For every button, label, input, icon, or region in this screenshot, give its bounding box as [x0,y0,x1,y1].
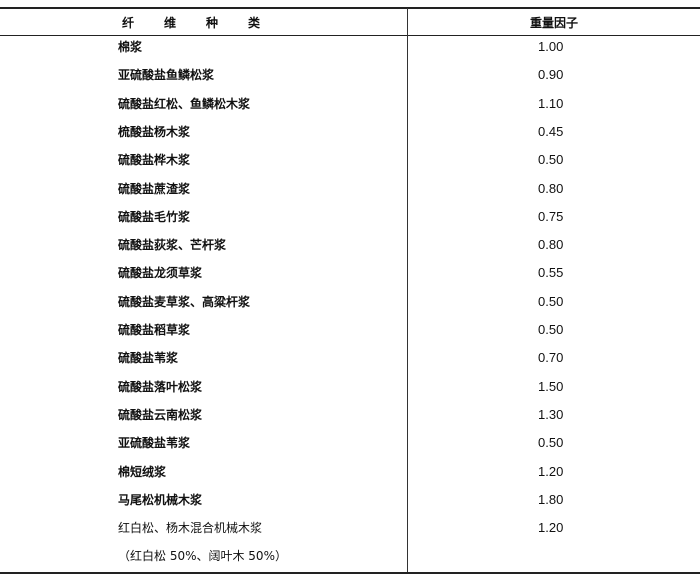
fiber-type-cell: 棉短绒浆 [118,464,167,479]
weight-factor-cell: 0.45 [538,123,564,139]
fiber-type-cell: 棉浆 [118,40,143,54]
fiber-type-cell: 马尾松机械木浆 [118,492,203,507]
table-row: 硫酸盐云南松浆 1.30 [0,401,700,429]
table-row: 硫酸盐龙须草浆 0.55 [0,259,700,287]
weight-factor-cell: 1.30 [538,406,564,422]
fiber-type-cell: 硫酸盐红松、鱼鳞松木浆 [118,96,251,111]
fiber-type-cell: 硫酸盐苇浆 [118,351,179,366]
header-fiber-type: 纤 维 种 类 [122,16,263,30]
weight-factor-cell: 0.80 [538,237,564,253]
fiber-type-cell: 亚硫酸盐苇浆 [118,436,191,451]
weight-factor-cell: 0.50 [538,152,564,168]
table-row: 硫酸盐落叶松浆 1.50 [0,373,700,401]
fiber-type-cell: 硫酸盐稻草浆 [118,323,191,337]
weight-factor-cell: 1.00 [538,39,564,54]
table-row: 硫酸盐麦草浆、高粱杆浆 0.50 [0,288,700,316]
table-row: 硫酸盐毛竹浆 0.75 [0,203,700,231]
table-row: 棉浆 1.00 [0,33,700,61]
weight-factor-cell: 1.20 [538,463,564,479]
weight-factor-cell: 0.50 [538,293,564,309]
table-row: 硫酸盐桦木浆 0.50 [0,146,700,174]
fiber-type-cell: 硫酸盐蔗渣浆 [118,181,191,196]
table-row: 红白松、杨木混合机械木浆 1.20 [0,514,700,542]
weight-factor-cell: 0.50 [538,435,564,451]
table-row: 硫酸盐荻浆、芒杆浆 0.80 [0,231,700,259]
table-row: 硫酸盐红松、鱼鳞松木浆 1.10 [0,90,700,118]
weight-factor-cell: 0.75 [538,208,564,224]
table-row: 硫酸盐苇浆 0.70 [0,344,700,372]
fiber-type-cell: 亚硫酸盐鱼鳞松浆 [118,68,215,83]
table-row: 亚硫酸盐苇浆 0.50 [0,429,700,457]
fiber-type-cell: 硫酸盐落叶松浆 [118,379,203,394]
fiber-type-cell: 硫酸盐毛竹浆 [118,209,191,224]
top-rule [0,7,700,9]
weight-factor-cell: 1.50 [538,378,564,394]
fiber-type-cell: 梳酸盐杨木浆 [118,124,191,139]
table-row: 硫酸盐稻草浆 0.50 [0,316,700,344]
fiber-type-cell: （红白松 50%、阔叶木 50%） [118,549,287,564]
table-row: 梳酸盐杨木浆 0.45 [0,118,700,146]
weight-factor-cell: 1.10 [538,95,564,111]
table-row: （红白松 50%、阔叶木 50%） [0,542,700,570]
table-row: 亚硫酸盐鱼鳞松浆 0.90 [0,61,700,89]
fiber-type-cell: 红白松、杨木混合机械木浆 [118,521,263,536]
weight-factor-cell: 1.20 [538,520,564,536]
column-divider [407,8,408,572]
weight-factor-cell: 0.90 [538,67,564,83]
fiber-type-cell: 硫酸盐云南松浆 [118,407,203,422]
weight-factor-cell: 0.70 [538,350,564,366]
fiber-type-cell: 硫酸盐麦草浆、高粱杆浆 [118,294,251,309]
header-rule [0,35,700,36]
fiber-type-cell: 硫酸盐龙须草浆 [118,266,203,281]
fiber-type-cell: 硫酸盐荻浆、芒杆浆 [118,238,227,253]
fiber-type-cell: 硫酸盐桦木浆 [118,153,191,168]
weight-factor-cell: 1.80 [538,491,564,507]
header-weight-factor: 重量因子 [530,16,579,30]
table-row: 棉短绒浆 1.20 [0,458,700,486]
table-row: 硫酸盐蔗渣浆 0.80 [0,175,700,203]
weight-factor-cell: 0.50 [538,322,564,337]
weight-factor-cell: 0.55 [538,265,564,281]
weight-factor-cell: 0.80 [538,180,564,196]
bottom-rule [0,572,700,574]
table-row: 马尾松机械木浆 1.80 [0,486,700,514]
